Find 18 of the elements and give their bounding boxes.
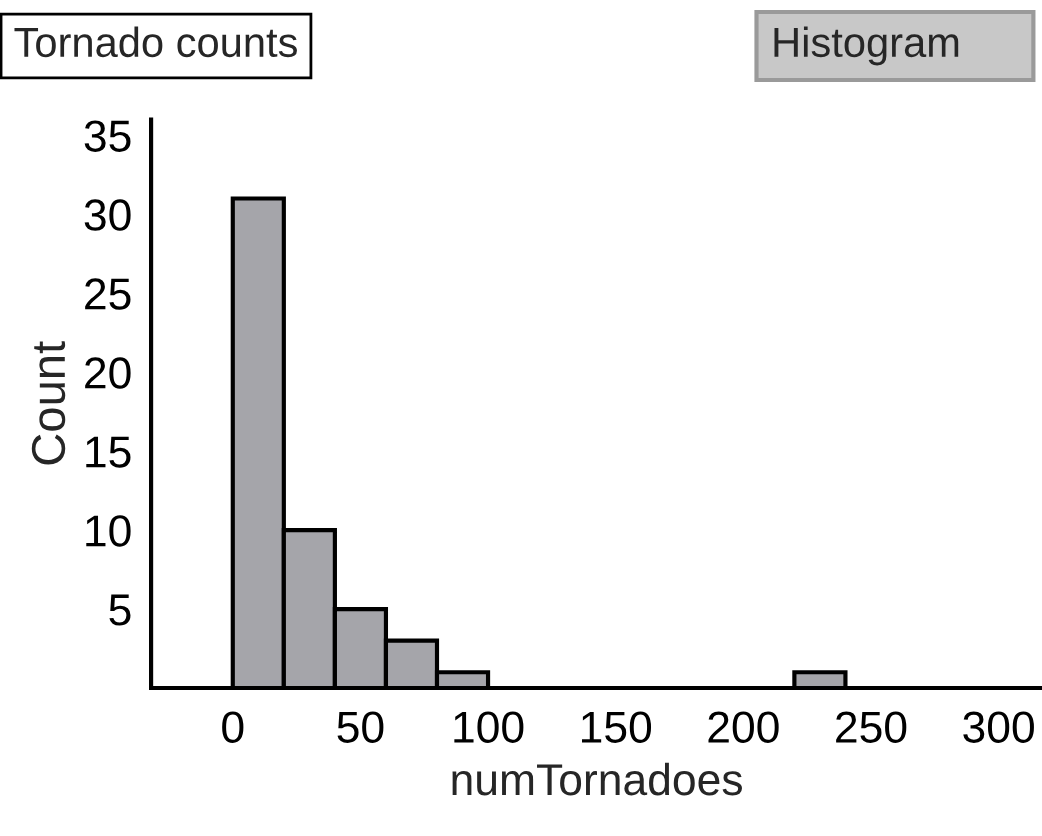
y-tick-label: 25 [85,278,131,310]
x-tick-label: 200 [708,711,779,743]
y-tick-label: 20 [85,357,131,389]
y-axis-title: Count [31,341,66,465]
y-tick-label: 10 [86,515,131,547]
x-tick-label: 50 [337,711,384,743]
y-tick-label: 15 [86,436,131,468]
x-tick-label: 0 [222,711,244,743]
x-axis-title: numTornadoes [452,762,742,796]
y-tick-label: 5 [109,594,131,626]
text: Histogram [774,26,959,66]
x-tick-label: 100 [454,711,524,743]
chart-title: Tornado counts [14,26,297,58]
y-tick-label: 35 [84,120,131,152]
x-tick-label: 300 [963,711,1034,743]
x-tick-label: 250 [836,711,907,743]
y-tick-label: 30 [84,199,131,231]
x-tick-label: 150 [582,711,652,743]
